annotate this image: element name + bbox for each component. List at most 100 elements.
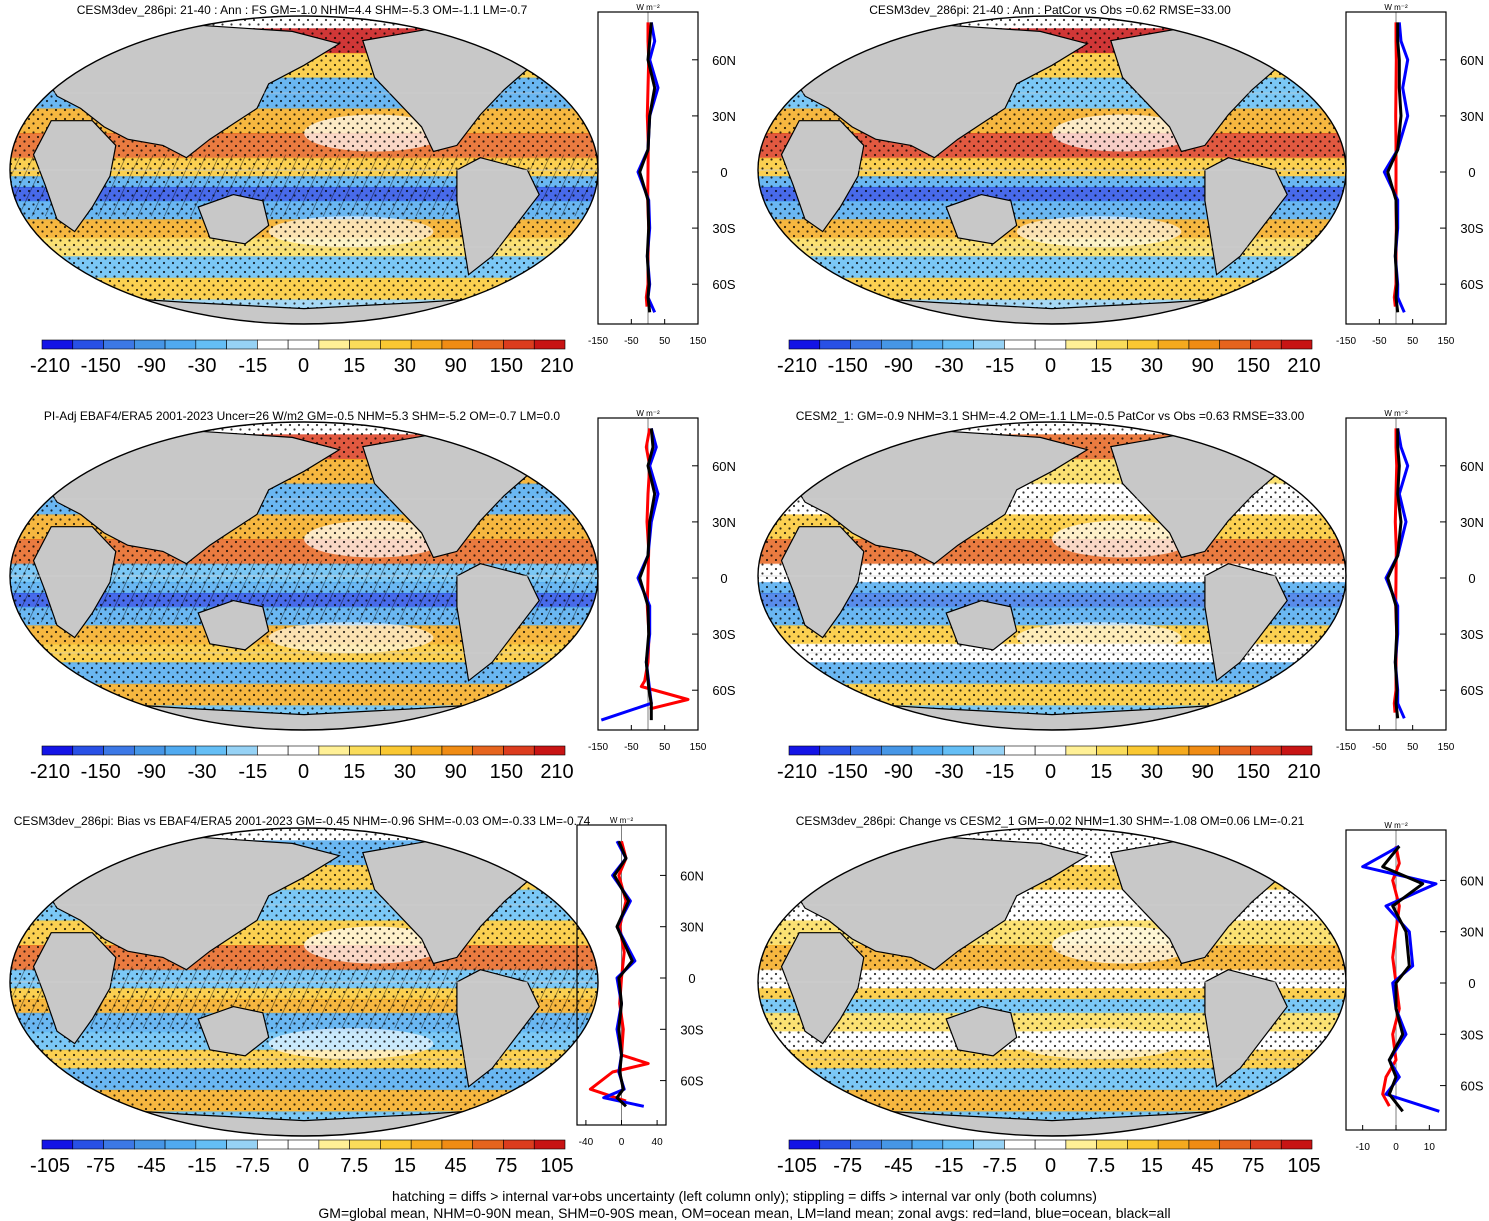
series-line-all (612, 840, 634, 1108)
colorbar-box (1280, 1139, 1313, 1150)
colorbar-label: -15 (935, 1155, 964, 1177)
zonal-unit-label: W m⁻² (1384, 3, 1408, 12)
colorbar-box (973, 339, 1005, 350)
series-line-all (1381, 845, 1425, 1113)
x-tick-label: 50 (1407, 336, 1419, 347)
x-tick-label: 150 (690, 336, 707, 347)
colorbar-2: -210 -150 -90 -30 -15 0 15 30 90 150 210 (777, 339, 1321, 377)
colorbar-box (1157, 1139, 1190, 1150)
colorbar-label: -7.5 (236, 1155, 270, 1177)
colorbar-label: -150 (81, 355, 121, 377)
colorbar-box (1127, 339, 1159, 350)
colorbar-box (472, 339, 504, 350)
colorbar-box (1157, 339, 1190, 350)
colorbar-box (257, 745, 289, 756)
colorbar-label: -45 (137, 1155, 166, 1177)
colorbar-label: 7.5 (1087, 1155, 1115, 1177)
colorbar-box (41, 339, 74, 350)
colorbar-label: -210 (777, 355, 817, 377)
map-field-4 (758, 422, 1346, 730)
colorbar-label: 105 (1287, 1155, 1320, 1177)
zonal-mean-panel-1: W m⁻² 60N 30N 0 30S 60S -150 -50 50 150 (588, 3, 736, 347)
lat-tick-label: 30S (680, 1022, 703, 1037)
colorbar-box (1127, 1139, 1159, 1150)
series-line-all (1386, 428, 1403, 719)
colorbar-box (1219, 745, 1251, 756)
lat-tick-label: 0 (1468, 976, 1475, 991)
colorbar-box (942, 339, 974, 350)
colorbar-label: -210 (30, 355, 70, 377)
colorbar-box (819, 1139, 851, 1150)
colorbar-box (1065, 1139, 1097, 1150)
colorbar-label: -90 (884, 355, 913, 377)
lat-tick-label: 60N (1460, 459, 1484, 474)
colorbar-label: 75 (1242, 1155, 1264, 1177)
colorbar-label: -90 (137, 761, 166, 783)
colorbar-label: 0 (298, 1155, 309, 1177)
colorbar-label: 0 (1045, 1155, 1056, 1177)
colorbar-label: 30 (1141, 761, 1163, 783)
x-tick-label: 50 (659, 336, 671, 347)
colorbar-label: -150 (828, 355, 868, 377)
lat-tick-label: 30S (1460, 221, 1483, 236)
land-mass-1 (792, 430, 1089, 565)
colorbar-box (318, 745, 350, 756)
colorbar-box (533, 1139, 566, 1150)
colorbar-box (472, 1139, 504, 1150)
x-tick-label: -150 (588, 742, 608, 753)
colorbar-box (72, 339, 104, 350)
colorbar-box (503, 745, 535, 756)
panel-title-3: PI-Adj EBAF4/ERA5 2001-2023 Uncer=26 W/m… (44, 409, 561, 423)
zonal-mean-panel-6: W m⁻² 60N 30N 0 30S 60S -10 0 10 (1345, 821, 1484, 1153)
colorbar-box (195, 1139, 227, 1150)
colorbar-label: 0 (298, 761, 309, 783)
colorbar-box (819, 339, 851, 350)
lat-tick-label: 0 (1468, 165, 1475, 180)
colorbar-box (503, 1139, 535, 1150)
colorbar-box (133, 745, 166, 756)
colorbar-label: -15 (985, 355, 1014, 377)
x-tick-label: 150 (690, 742, 707, 753)
colorbar-box (942, 1139, 974, 1150)
x-tick-label: -10 (1355, 1142, 1370, 1153)
land-mass-3 (197, 193, 270, 245)
colorbar-label: 15 (1090, 761, 1112, 783)
colorbar-label: -7.5 (983, 1155, 1017, 1177)
colorbar-label: 90 (444, 355, 466, 377)
colorbar-box (1250, 1139, 1282, 1150)
colorbar-label: -45 (884, 1155, 913, 1177)
colorbar-label: 45 (444, 1155, 466, 1177)
land-mass-1 (792, 836, 1089, 971)
colorbar-label: 30 (1141, 355, 1163, 377)
colorbar-5: -105 -75 -45 -15 -7.5 0 7.5 15 45 75 105 (30, 1139, 574, 1177)
lat-tick-label: 60N (1460, 53, 1484, 68)
colorbar-box (1250, 339, 1282, 350)
colorbar-box (1004, 745, 1036, 756)
colorbar-box (318, 1139, 350, 1150)
colorbar-box (441, 745, 474, 756)
colorbar-label: -30 (935, 355, 964, 377)
colorbar-label: 150 (1237, 761, 1270, 783)
colorbar-box (226, 1139, 258, 1150)
colorbar-box (410, 1139, 443, 1150)
colorbar-box (850, 339, 882, 350)
colorbar-box (41, 745, 74, 756)
zonal-mean-panel-5: W m⁻² 60N 30N 0 30S 60S -40 0 40 (576, 816, 704, 1148)
x-tick-label: -50 (1372, 336, 1387, 347)
land-mass-1 (44, 24, 341, 159)
panel-title-6: CESM3dev_286pi: Change vs CESM2_1 GM=-0.… (796, 814, 1305, 828)
lat-tick-label: 30N (1460, 925, 1484, 940)
map-panel-5: CESM3dev_286pi: Bias vs EBAF4/ERA5 2001-… (9, 814, 599, 1137)
colorbar-box (819, 745, 851, 756)
colorbar-label: 15 (343, 761, 365, 783)
colorbar-box (1188, 1139, 1221, 1150)
lat-tick-label: 60S (712, 277, 735, 292)
colorbar-box (1065, 339, 1097, 350)
zonal-unit-label: W m⁻² (1384, 409, 1408, 418)
colorbar-label: 75 (495, 1155, 517, 1177)
colorbar-label: -30 (188, 761, 217, 783)
colorbar-label: -15 (188, 1155, 217, 1177)
colorbar-box (1034, 339, 1067, 350)
colorbar-1: -210 -150 -90 -30 -15 0 15 30 90 150 210 (30, 339, 574, 377)
map-field-5 (10, 828, 598, 1136)
